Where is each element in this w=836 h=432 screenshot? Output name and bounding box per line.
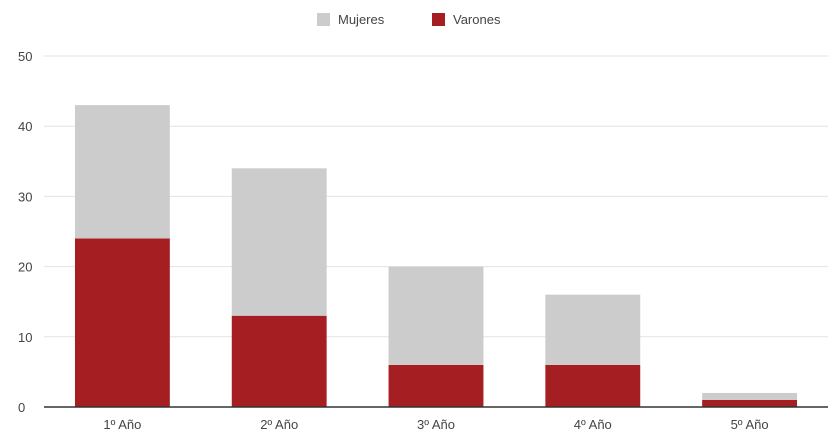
legend-label-mujeres: Mujeres xyxy=(338,12,385,27)
x-axis-ticks: 1º Año 2º Año 3º Año 4º Año 5º Año xyxy=(103,417,768,432)
bar-varones-5 xyxy=(702,399,798,407)
bar-mujeres-4 xyxy=(545,294,641,365)
x-tick-label-4: 4º Año xyxy=(574,417,612,432)
bar-mujeres-3 xyxy=(388,266,484,365)
bar-mujeres-5 xyxy=(702,392,798,400)
chart-legend: Mujeres Varones xyxy=(317,12,501,27)
y-tick-label-20: 20 xyxy=(18,260,32,275)
bar-mujeres-2 xyxy=(231,168,327,316)
legend-swatch-varones xyxy=(432,13,445,26)
y-tick-label-30: 30 xyxy=(18,189,32,204)
legend-label-varones: Varones xyxy=(453,12,501,27)
y-gridlines xyxy=(44,55,828,338)
y-tick-label-40: 40 xyxy=(18,119,32,134)
x-tick-label-5: 5º Año xyxy=(731,417,769,432)
bar-mujeres-1 xyxy=(74,105,170,239)
bars xyxy=(74,105,798,407)
bar-varones-3 xyxy=(388,364,484,407)
bar-varones-4 xyxy=(545,364,641,407)
bar-varones-1 xyxy=(74,238,170,407)
x-tick-label-1: 1º Año xyxy=(103,417,141,432)
y-tick-label-10: 10 xyxy=(18,330,32,345)
x-tick-label-3: 3º Año xyxy=(417,417,455,432)
x-tick-label-2: 2º Año xyxy=(260,417,298,432)
y-tick-label-50: 50 xyxy=(18,49,32,64)
legend-swatch-mujeres xyxy=(317,13,330,26)
y-tick-label-0: 0 xyxy=(18,400,25,415)
bar-varones-2 xyxy=(231,315,327,407)
y-axis-ticks: 0 10 20 30 40 50 xyxy=(18,49,32,415)
